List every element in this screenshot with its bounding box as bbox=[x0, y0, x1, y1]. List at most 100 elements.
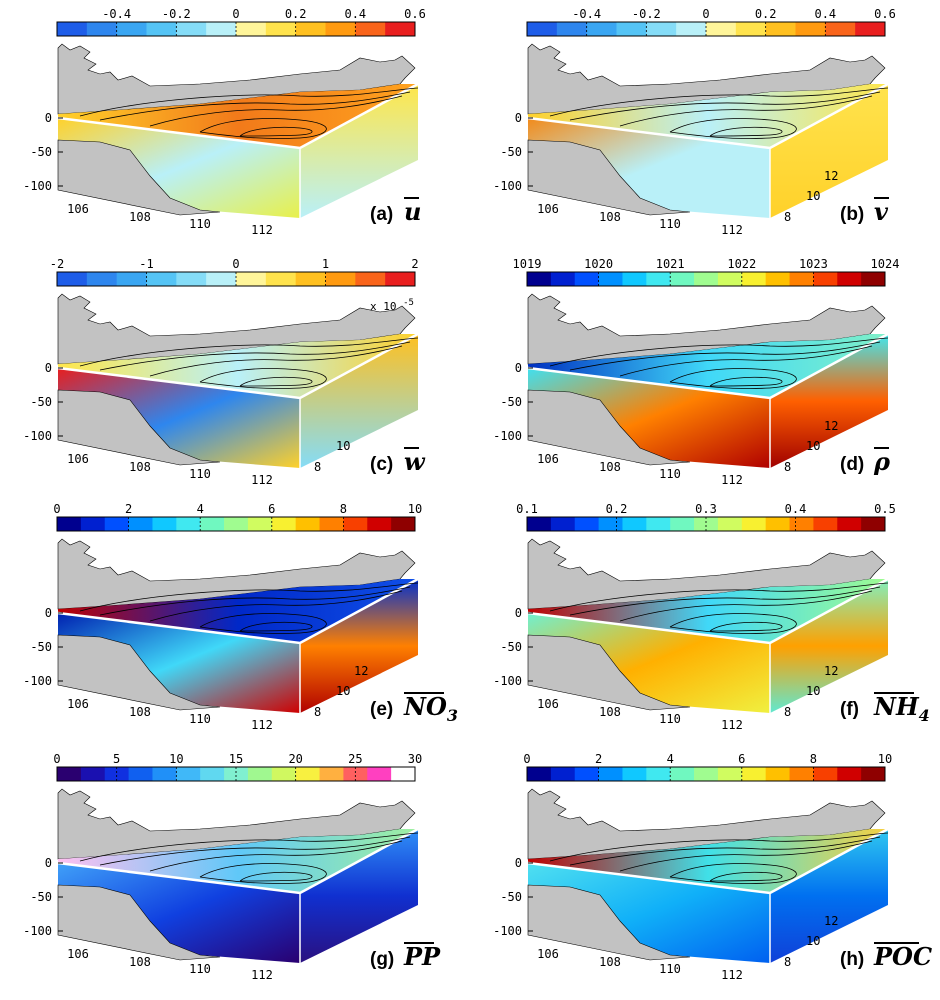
colorbar-tick-label: -0.2 bbox=[632, 7, 661, 21]
colorbar-tick-label: 0.4 bbox=[785, 502, 807, 516]
colorbar: 0 5 10 15 20 25 30 bbox=[53, 752, 422, 781]
lon-tick-label: 106 bbox=[67, 697, 89, 711]
lon-tick-label: 110 bbox=[189, 712, 211, 726]
colorbar-tick-label: 1023 bbox=[799, 257, 828, 271]
colorbar-bin bbox=[694, 517, 718, 531]
panel-h: 0 2 4 6 8 10 0 -50 -100 106 108 110 112 12 10 8 (h) POC bbox=[470, 745, 940, 995]
panel-tag: (f) bbox=[840, 699, 859, 720]
lon-tick-label: 108 bbox=[599, 460, 621, 474]
colorbar-tick-label: 8 bbox=[340, 502, 347, 516]
lon-tick-label: 110 bbox=[659, 712, 681, 726]
colorbar-bin bbox=[736, 22, 766, 36]
colorbar-bin bbox=[57, 517, 81, 531]
colorbar-bin bbox=[676, 22, 706, 36]
panel-svg: 0 5 10 15 20 25 30 0 -50 -100 106 108 110 112 (g) PP bbox=[0, 745, 470, 995]
colorbar-bin bbox=[557, 22, 587, 36]
colorbar-tick-label: -0.4 bbox=[102, 7, 131, 21]
colorbar-bin bbox=[385, 272, 415, 286]
depth-tick-label: 0 bbox=[515, 606, 522, 620]
lon-tick-label: 108 bbox=[599, 705, 621, 719]
colorbar-tick-label: 8 bbox=[810, 752, 817, 766]
panel-tag: (g) bbox=[370, 949, 394, 970]
colorbar-tick-label: 10 bbox=[169, 752, 183, 766]
colorbar-bin bbox=[129, 517, 153, 531]
colorbar-bin bbox=[718, 517, 742, 531]
colorbar-tick-label: 4 bbox=[667, 752, 674, 766]
colorbar-bin bbox=[176, 272, 206, 286]
colorbar-bin bbox=[837, 517, 861, 531]
colorbar-bin bbox=[861, 272, 885, 286]
lon-tick-label: 110 bbox=[189, 217, 211, 231]
colorbar-bin bbox=[266, 22, 296, 36]
lat-tick-label: 12 bbox=[824, 169, 838, 183]
lat-tick-label: 8 bbox=[784, 460, 791, 474]
panel-tag: (b) bbox=[840, 204, 864, 225]
colorbar-bin bbox=[861, 517, 885, 531]
colorbar-bin bbox=[176, 22, 206, 36]
colorbar-bin bbox=[837, 767, 861, 781]
colorbar-bin bbox=[646, 517, 670, 531]
colorbar-tick-label: 0 bbox=[53, 752, 60, 766]
colorbar-bin bbox=[206, 272, 236, 286]
lon-tick-label: 110 bbox=[659, 217, 681, 231]
colorbar-bin bbox=[766, 517, 790, 531]
depth-tick-label: 0 bbox=[45, 361, 52, 375]
colorbar-bin bbox=[825, 22, 855, 36]
panel-g: 0 5 10 15 20 25 30 0 -50 -100 106 108 110 112 (g) PP bbox=[0, 745, 470, 995]
panel-svg: -0.4 -0.2 0 0.2 0.4 0.60-50-100106108 110 112(a… bbox=[0, 0, 470, 250]
panel-tag: (d) bbox=[840, 454, 864, 475]
colorbar-tick-label: 0.3 bbox=[695, 502, 717, 516]
depth-tick-label: -100 bbox=[23, 674, 52, 688]
depth-tick-label: 0 bbox=[45, 856, 52, 870]
colorbar-bin bbox=[742, 272, 766, 286]
lon-tick-label: 112 bbox=[721, 718, 743, 732]
colorbar-bin bbox=[837, 272, 861, 286]
lon-tick-label: 110 bbox=[659, 962, 681, 976]
panel-variable: NO3 bbox=[403, 692, 458, 725]
colorbar-tick-label: 25 bbox=[348, 752, 362, 766]
colorbar-tick-label: 0.4 bbox=[344, 7, 366, 21]
colorbar-tick-label: 0.2 bbox=[285, 7, 307, 21]
panel-svg: -2 -1 0 1 2x 10 -50-50-100106108 110 112108 (c)… bbox=[0, 250, 470, 500]
panel-svg: 0 2 4 6 8 100-50-100106108 110 11212108 (e) NO3 bbox=[0, 495, 470, 745]
colorbar-bin bbox=[646, 272, 670, 286]
colorbar-tick-label: 2 bbox=[595, 752, 602, 766]
colorbar-tick-label: 1019 bbox=[513, 257, 542, 271]
panel-tag: (a) bbox=[370, 204, 393, 225]
panel-f: 0.1 0.2 0.3 0.4 0.5 0 -50 -100 106 108 110 112 12 10 8… bbox=[470, 495, 940, 745]
colorbar-bin bbox=[670, 767, 694, 781]
lon-tick-label: 110 bbox=[189, 962, 211, 976]
colorbar-bin bbox=[391, 517, 415, 531]
lat-tick-label: 8 bbox=[784, 210, 791, 224]
colorbar-bin bbox=[694, 272, 718, 286]
colorbar-bin bbox=[87, 272, 117, 286]
colorbar-bin bbox=[599, 517, 623, 531]
colorbar-tick-label: 0.2 bbox=[755, 7, 777, 21]
depth-tick-label: -50 bbox=[500, 640, 522, 654]
colorbar-tick-label: 1021 bbox=[656, 257, 685, 271]
colorbar-bin bbox=[296, 767, 320, 781]
colorbar-bin bbox=[646, 22, 676, 36]
colorbar-bin bbox=[622, 767, 646, 781]
lon-tick-label: 108 bbox=[129, 460, 151, 474]
panel-variable-subscript: 4 bbox=[919, 706, 930, 725]
depth-tick-label: -50 bbox=[500, 890, 522, 904]
colorbar-bin bbox=[326, 272, 356, 286]
lon-tick-label: 112 bbox=[251, 473, 273, 487]
lon-tick-label: 110 bbox=[189, 467, 211, 481]
colorbar: -2 -1 0 1 2x 10 -5 bbox=[50, 257, 419, 313]
colorbar-tick-label: 0.1 bbox=[516, 502, 538, 516]
colorbar-tick-label: 0.4 bbox=[814, 7, 836, 21]
lon-tick-label: 112 bbox=[721, 223, 743, 237]
colorbar-bin bbox=[766, 767, 790, 781]
colorbar-tick-label: -1 bbox=[139, 257, 153, 271]
colorbar-bin bbox=[248, 767, 272, 781]
colorbar-bin bbox=[599, 767, 623, 781]
colorbar-bin bbox=[320, 767, 344, 781]
colorbar-bin bbox=[551, 767, 575, 781]
colorbar-tick-label: 0 bbox=[523, 752, 530, 766]
colorbar-bin bbox=[694, 767, 718, 781]
panel-svg: 0 2 4 6 8 100-50-100106108 110 11212108 (h) POC bbox=[470, 745, 940, 995]
colorbar-tick-label: 0.5 bbox=[874, 502, 896, 516]
